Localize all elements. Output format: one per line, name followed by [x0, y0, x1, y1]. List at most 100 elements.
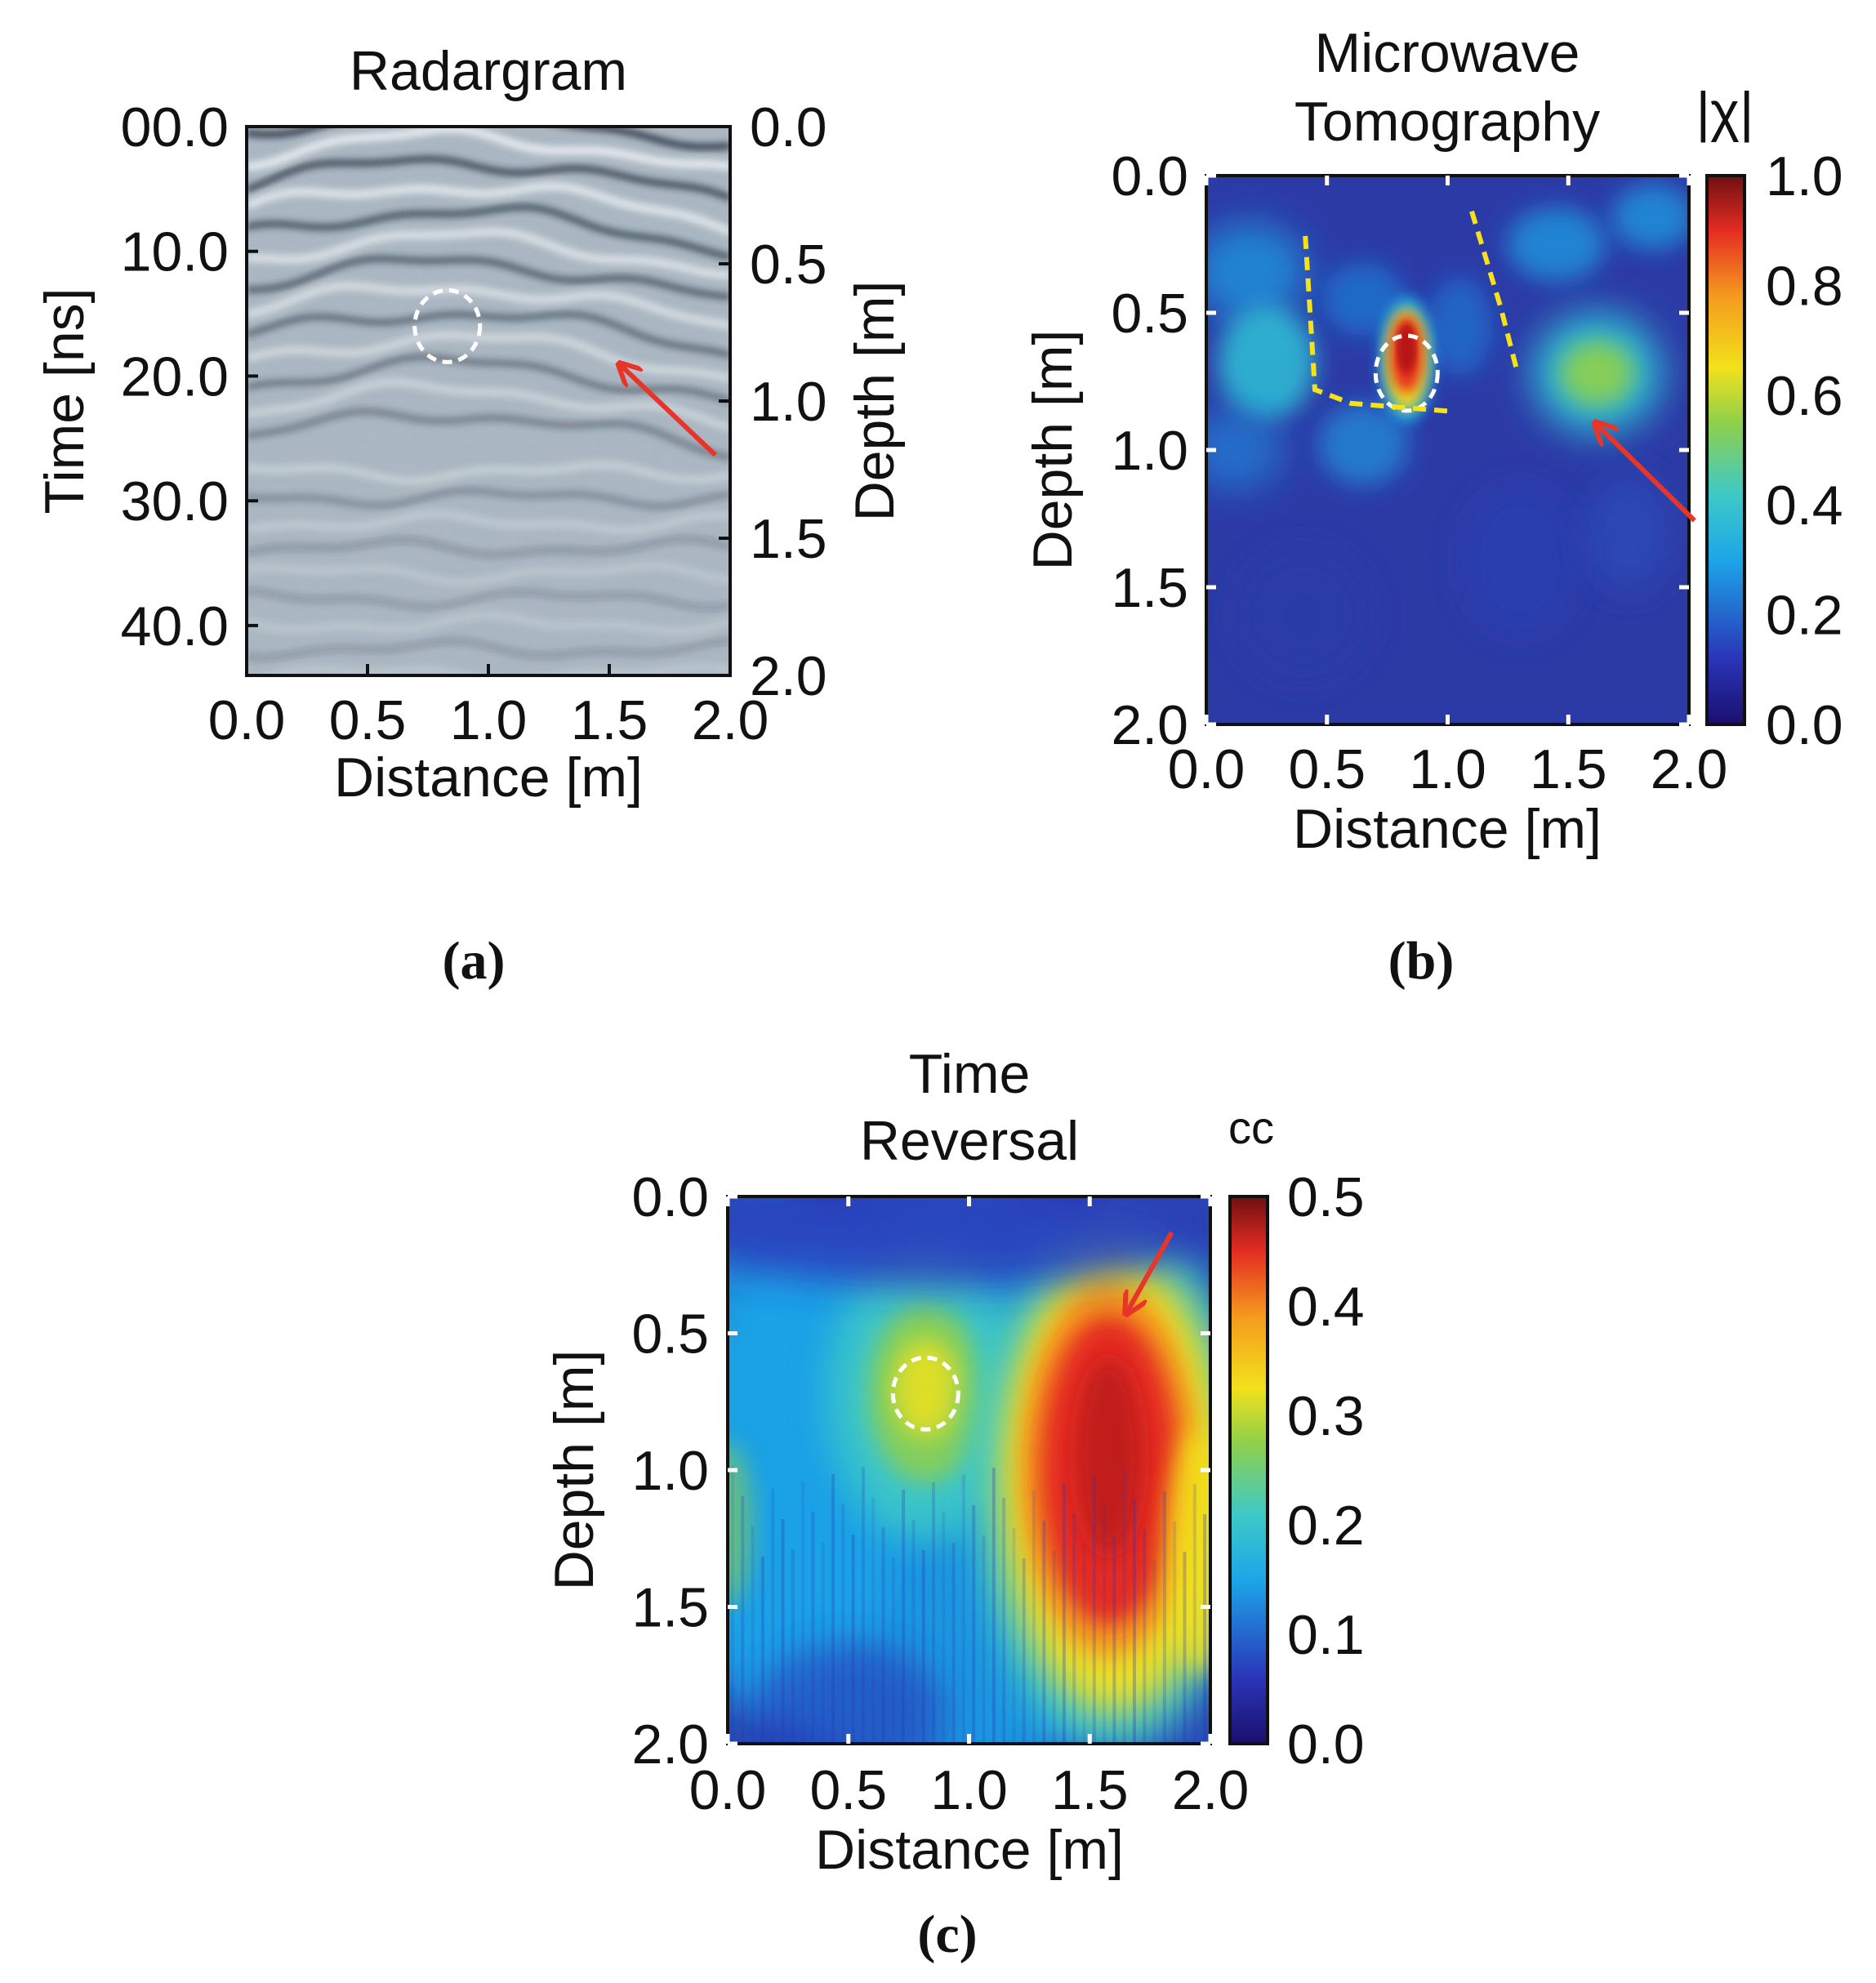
- tomography-anomaly: [1206, 409, 1285, 491]
- y-right-tick-label: 2.0: [750, 645, 827, 707]
- panel-a-image: [247, 127, 730, 675]
- vertical-streak: [1022, 1558, 1026, 1744]
- vertical-streak: [1062, 1483, 1066, 1744]
- panel-c-title-line-1: Time: [909, 1043, 1031, 1105]
- tomography-anomaly: [1237, 549, 1369, 680]
- x-tick-label: 1.0: [1409, 738, 1486, 800]
- x-tick-label: 1.0: [450, 689, 528, 751]
- vertical-streak: [1082, 1544, 1086, 1744]
- vertical-streak: [1032, 1491, 1036, 1744]
- vertical-streak: [1183, 1552, 1187, 1744]
- red-arrow: [1595, 422, 1696, 523]
- tomography-anomaly: [1397, 323, 1417, 373]
- panel-a-xlabel: Distance [m]: [334, 746, 643, 809]
- panel-b-annotations: [1303, 210, 1696, 523]
- panel-c-title-line-2: Reversal: [860, 1110, 1079, 1172]
- panel-b-ylabel: Depth [m]: [1022, 330, 1084, 571]
- yellow-boundary-line: [1303, 235, 1455, 414]
- vertical-streak: [982, 1535, 986, 1744]
- y-right-tick-label: 1.5: [750, 508, 827, 570]
- y-tick-label: 1.0: [631, 1440, 709, 1502]
- panel-b-title-line-2: Tomography: [1294, 91, 1600, 153]
- colorbar-tick-label: 0.4: [1287, 1276, 1365, 1338]
- vertical-streak: [902, 1490, 906, 1744]
- vertical-streak: [911, 1520, 916, 1744]
- y-tick-label: 0.0: [631, 1166, 709, 1228]
- vertical-streak: [1052, 1551, 1056, 1744]
- panel-b-caption: (b): [1388, 931, 1455, 991]
- vertical-streak: [921, 1550, 925, 1744]
- tomography-anomaly: [1560, 340, 1634, 406]
- colorbar-tick-label: 0.3: [1287, 1385, 1365, 1447]
- panel-a-title: Radargram: [350, 40, 627, 102]
- panel-c-annotations: [890, 1231, 1174, 1432]
- vertical-streak: [1162, 1491, 1166, 1744]
- colorbar-tick-label: 1.0: [1766, 145, 1843, 207]
- vertical-streak: [972, 1505, 976, 1744]
- tomography-anomaly: [1318, 403, 1409, 486]
- tomography-anomaly: [1588, 475, 1670, 590]
- panel-c-streaks: [731, 1466, 1207, 1744]
- vertical-streak: [751, 1526, 755, 1744]
- time-reversal-anomaly: [893, 1339, 959, 1437]
- y-tick-label: 1.5: [631, 1577, 709, 1639]
- vertical-streak: [811, 1512, 815, 1744]
- vertical-streak: [781, 1519, 785, 1744]
- y-tick-label: 0.5: [1111, 283, 1188, 345]
- red-arrow: [619, 363, 717, 457]
- vertical-streak: [801, 1482, 805, 1744]
- vertical-streak: [771, 1489, 775, 1744]
- vertical-streak: [1192, 1484, 1196, 1744]
- red-arrow: [1126, 1231, 1174, 1314]
- panel-b-image: [1206, 176, 1689, 724]
- vertical-streak: [961, 1475, 965, 1744]
- time-reversal-anomaly: [750, 1642, 947, 1744]
- vertical-streak: [1103, 1506, 1107, 1744]
- panel-a-noise: [247, 127, 730, 675]
- panel-b-colorbar-ticks: 1.0 0.8 0.6 0.4 0.2 0.0: [1766, 145, 1843, 756]
- vertical-streak: [932, 1482, 935, 1744]
- colorbar-tick-label: 0.0: [1766, 694, 1843, 756]
- yellow-boundary-line: [1469, 210, 1521, 374]
- vertical-streak: [791, 1549, 795, 1744]
- y-left-tick-label: 30.0: [121, 470, 229, 533]
- x-tick-label: 0.0: [689, 1759, 767, 1821]
- x-tick-label: 0.5: [329, 689, 407, 751]
- vertical-streak: [951, 1543, 956, 1744]
- vertical-streak: [1122, 1468, 1126, 1744]
- panel-b-ticks: 0.0 0.5 1.0 1.5 2.00.00.51.01.52.0: [1111, 145, 1727, 800]
- y-left-tick-label: 00.0: [121, 96, 229, 158]
- panel-c-anomalies: [728, 1196, 1210, 1744]
- panel-c-ticks: 0.0 0.5 1.0 1.5 2.00.00.51.01.52.0: [631, 1166, 1249, 1821]
- tomography-anomaly: [1206, 222, 1308, 321]
- time-reversal-anomaly: [728, 1443, 752, 1606]
- vertical-streak: [871, 1497, 876, 1744]
- time-reversal-anomaly: [1076, 1358, 1142, 1555]
- x-tick-label: 0.0: [208, 689, 286, 751]
- vertical-streak: [881, 1527, 885, 1744]
- target-circle: [412, 287, 483, 364]
- vertical-streak: [1092, 1476, 1096, 1744]
- vertical-streak: [1002, 1498, 1006, 1744]
- vertical-streak: [831, 1474, 835, 1744]
- panel-c: 0.0 0.5 1.0 1.5 2.00.00.51.01.52.0 0.50.40.3…: [543, 1043, 1365, 1964]
- vertical-streak: [1072, 1513, 1076, 1744]
- y-left-tick-label: 20.0: [121, 345, 229, 408]
- colorbar-tick-label: 0.8: [1766, 255, 1843, 317]
- tomography-anomaly: [1611, 184, 1689, 250]
- target-circle: [890, 1355, 960, 1432]
- vertical-streak: [1173, 1522, 1177, 1744]
- panel-a-ticks: 0.0 0.5 1.0 1.5 2.0 00.0 10.0 20.0 30.0 40.0 0.0 0.…: [121, 96, 827, 751]
- x-tick-label: 2.0: [1172, 1759, 1250, 1821]
- vertical-streak: [861, 1467, 865, 1744]
- tomography-anomaly: [1507, 207, 1606, 281]
- panel-a-ylabel-right: Depth [m]: [844, 281, 906, 522]
- x-tick-label: 1.0: [930, 1759, 1008, 1821]
- y-tick-label: 2.0: [1111, 694, 1188, 756]
- target-circle: [1373, 333, 1440, 413]
- x-tick-label: 0.5: [1288, 738, 1366, 800]
- x-tick-label: 2.0: [692, 689, 769, 751]
- panel-c-colorbar: [1228, 1195, 1269, 1745]
- panel-c-image: [728, 1196, 1210, 1744]
- colorbar-tick-label: 0.1: [1287, 1604, 1365, 1666]
